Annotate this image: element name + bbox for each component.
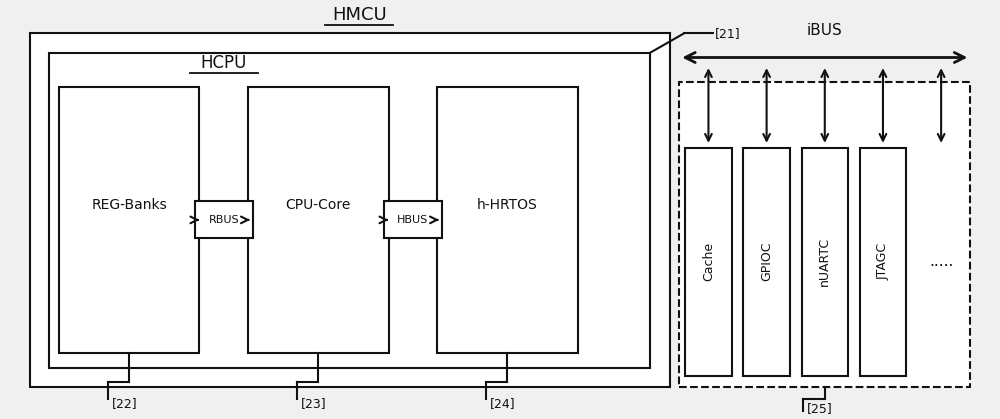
Text: [21]: [21] [715, 27, 741, 40]
Text: .....: ..... [929, 254, 953, 269]
Bar [59, 87, 199, 353]
Text: [23]: [23] [301, 397, 326, 410]
Bar [743, 147, 790, 375]
Bar [30, 33, 670, 387]
Text: [24]: [24] [490, 397, 515, 410]
Bar [437, 87, 578, 353]
Text: REG-Banks: REG-Banks [91, 198, 167, 212]
Bar [49, 53, 650, 368]
Text: RBUS: RBUS [208, 215, 239, 225]
Bar [195, 202, 253, 238]
Text: CPU-Core: CPU-Core [286, 198, 351, 212]
Bar [860, 147, 906, 375]
Text: h-HRTOS: h-HRTOS [477, 198, 538, 212]
Bar [384, 202, 442, 238]
Text: iBUS: iBUS [807, 23, 843, 38]
Bar [685, 147, 732, 375]
Text: [25]: [25] [807, 402, 833, 415]
Text: Cache: Cache [702, 242, 715, 281]
Text: HCPU: HCPU [201, 54, 247, 72]
Text: HBUS: HBUS [397, 215, 428, 225]
Text: GPIOC: GPIOC [760, 242, 773, 281]
Text: HMCU: HMCU [332, 5, 387, 23]
Bar [802, 147, 848, 375]
Text: nUARTC: nUARTC [818, 237, 831, 286]
Text: JTAGC: JTAGC [876, 243, 889, 280]
Bar [679, 82, 970, 387]
Text: [22]: [22] [112, 397, 137, 410]
Bar [248, 87, 389, 353]
